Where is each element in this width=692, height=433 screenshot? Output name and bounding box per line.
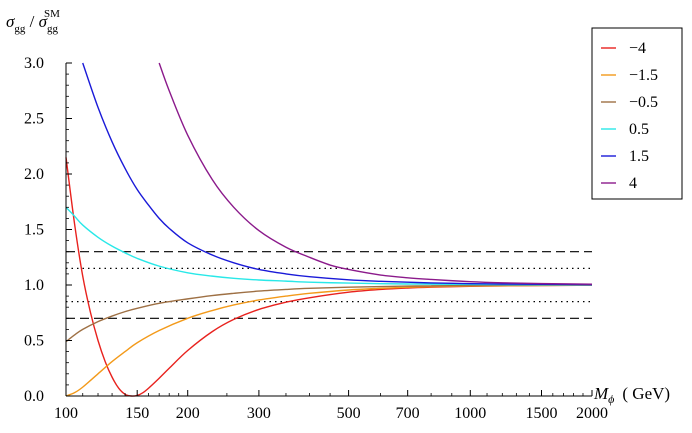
legend: −4 −1.5 −0.5 0.5 1.5 4 (591, 27, 683, 200)
legend-label-3: 0.5 (629, 121, 649, 138)
y-tick-label-0: 0.0 (24, 388, 44, 405)
x-ticks: 100 150 200 300 500 700 1000 1500 2000 (54, 390, 608, 422)
y-tick-label-1: 0.5 (24, 333, 44, 350)
x-tick-label-8: 2000 (576, 405, 608, 422)
x-tick-label-4: 500 (337, 405, 361, 422)
y-tick-label-6: 3.0 (24, 55, 44, 72)
y-tick-label-3: 1.5 (24, 222, 44, 239)
series-line-0 (65, 157, 593, 397)
y-axis-label: σgg / σggSM (6, 8, 60, 35)
y-label-sm-sub: gg (47, 23, 59, 35)
x-tick-label-5: 700 (396, 405, 420, 422)
x-tick-label-3: 300 (247, 405, 271, 422)
y-label-sm-sup: SM (44, 8, 60, 20)
series-line-2 (65, 284, 593, 343)
y-tick-label-4: 2.0 (24, 166, 44, 183)
series-line-5 (158, 62, 593, 285)
reference-lines (66, 251, 592, 319)
x-axis-label: Mϕ ( GeV) (593, 384, 670, 406)
x-tick-label-2: 200 (176, 405, 200, 422)
x-label-m: M (593, 384, 609, 403)
x-tick-label-0: 100 (54, 405, 78, 422)
x-label-unit: ( GeV) (622, 384, 670, 403)
series-lines (65, 62, 593, 397)
axes (65, 63, 592, 397)
series-line-1 (65, 284, 593, 397)
x-label-phi: ϕ (608, 392, 614, 406)
y-label-sep: / (25, 12, 38, 31)
legend-label-4: 1.5 (629, 148, 649, 165)
x-tick-label-6: 1000 (454, 405, 486, 422)
y-label-sub: gg (14, 23, 26, 35)
y-tick-label-2: 1.0 (24, 277, 44, 294)
series-line-3 (65, 206, 593, 286)
legend-label-2: −0.5 (629, 94, 658, 111)
series-line-4 (82, 62, 593, 286)
y-label-sigma-sm: σ (39, 12, 48, 31)
y-label-sigma: σ (6, 12, 15, 31)
legend-box (591, 27, 683, 200)
x-tick-label-7: 1500 (525, 405, 557, 422)
y-tick-label-5: 2.5 (24, 111, 44, 128)
x-tick-label-1: 150 (125, 405, 149, 422)
legend-label-1: −1.5 (629, 67, 658, 84)
legend-label-5: 4 (629, 175, 637, 192)
y-ticks: 0.0 0.5 1.0 1.5 2.0 2.5 3.0 (24, 55, 72, 405)
legend-label-0: −4 (629, 40, 646, 57)
